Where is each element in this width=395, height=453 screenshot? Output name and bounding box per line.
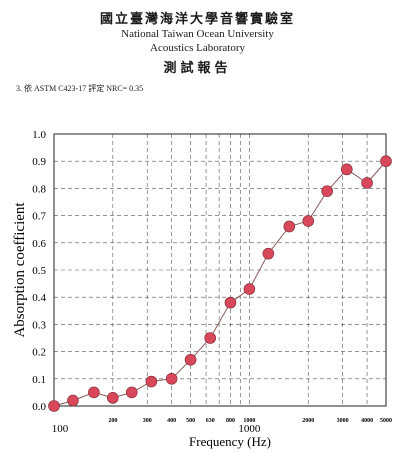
data-point: [225, 297, 236, 308]
y-tick-label: 0.3: [32, 319, 46, 331]
series-line: [54, 161, 386, 406]
y-tick-label: 0.0: [32, 401, 46, 413]
data-point: [362, 177, 373, 188]
data-point: [244, 284, 255, 295]
data-point: [49, 401, 60, 412]
chart-grid: [54, 134, 386, 406]
x-tick-label: 500: [186, 418, 195, 424]
x-tick-label: 3000: [337, 418, 349, 424]
x-axis-label: Frequency (Hz): [189, 434, 271, 449]
x-tick-label: 300: [143, 418, 152, 424]
x-tick-label: 800: [226, 418, 235, 424]
x-tick-label: 5000: [380, 418, 392, 424]
y-tick-label: 0.4: [32, 292, 46, 304]
y-tick-label: 0.2: [32, 347, 46, 359]
x-major-tick-label: 100: [52, 423, 69, 435]
y-axis-label: Absorption coefficient: [12, 202, 28, 338]
x-axis-ticks: 200 300 400 500 630 800 1000 2000 3000 4000 500010…: [52, 418, 392, 435]
x-tick-label: 4000: [361, 418, 373, 424]
data-point: [322, 186, 333, 197]
y-axis-ticks: 0.0 0.1 0.2 0.3 0.4 0.5 0.6 0.7 0.8 0.9 1.0: [32, 129, 46, 413]
data-point: [126, 387, 137, 398]
data-point: [107, 392, 118, 403]
x-tick-label: 400: [167, 418, 176, 424]
data-point: [263, 248, 274, 259]
x-tick-label: 630: [206, 418, 215, 424]
data-point: [381, 156, 392, 167]
data-point: [67, 395, 78, 406]
y-tick-label: 0.1: [32, 374, 46, 386]
data-point: [146, 376, 157, 387]
data-point: [205, 333, 216, 344]
y-tick-label: 0.6: [32, 238, 46, 250]
data-point: [88, 387, 99, 398]
data-point: [284, 221, 295, 232]
y-tick-label: 1.0: [32, 129, 46, 141]
y-tick-label: 0.5: [32, 265, 46, 277]
y-tick-label: 0.7: [32, 211, 46, 223]
data-point: [166, 373, 177, 384]
series-points: [49, 156, 392, 412]
x-tick-label: 2000: [302, 418, 314, 424]
x-tick-label: 200: [108, 418, 117, 424]
data-point: [185, 354, 196, 365]
y-tick-label: 0.8: [32, 183, 46, 195]
data-point: [341, 164, 352, 175]
data-point: [303, 216, 314, 227]
y-tick-label: 0.9: [32, 156, 46, 168]
